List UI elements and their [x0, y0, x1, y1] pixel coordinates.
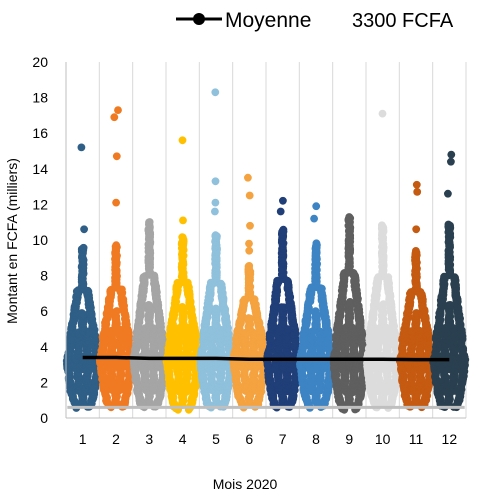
outlier-point	[312, 202, 321, 211]
outlier-point	[178, 136, 187, 145]
outlier-point	[310, 214, 318, 223]
swarm-month-8	[296, 202, 336, 412]
data-point	[245, 262, 254, 270]
outlier-point	[245, 246, 254, 255]
data-point	[79, 243, 88, 252]
data-point	[178, 233, 187, 242]
swarm-month-3	[129, 218, 170, 412]
data-point	[279, 226, 287, 234]
outlier-point	[112, 152, 121, 161]
outlier-point	[245, 191, 254, 200]
data-point	[112, 241, 121, 250]
outlier-point	[211, 198, 220, 207]
swarm-month-6	[229, 173, 270, 412]
swarm-layer	[62, 88, 470, 414]
data-point	[211, 304, 220, 313]
data-point	[113, 307, 121, 315]
outlier-point	[112, 198, 120, 207]
data-point	[312, 239, 321, 248]
outlier-point	[244, 173, 252, 182]
outlier-point	[246, 221, 254, 230]
outlier-point	[245, 239, 253, 248]
data-point	[178, 303, 187, 311]
data-point	[311, 307, 320, 315]
outlier-point	[77, 143, 86, 152]
outlier-point	[211, 177, 220, 186]
data-point	[144, 301, 153, 309]
outlier-point	[114, 106, 122, 114]
swarm-month-7	[262, 196, 303, 412]
outlier-point	[279, 196, 287, 205]
data-point	[145, 218, 154, 226]
outlier-point	[211, 88, 220, 97]
outlier-point	[276, 207, 285, 216]
outlier-point	[211, 207, 219, 216]
swarm-month-4	[162, 136, 203, 414]
outlier-point	[110, 113, 119, 122]
data-point	[211, 231, 220, 240]
swarm-month-1	[62, 143, 103, 412]
outlier-point	[80, 225, 88, 234]
outlier-point	[179, 216, 187, 225]
swarm-month-9	[329, 213, 370, 414]
data-point	[77, 309, 86, 317]
swarm-month-2	[95, 106, 137, 412]
